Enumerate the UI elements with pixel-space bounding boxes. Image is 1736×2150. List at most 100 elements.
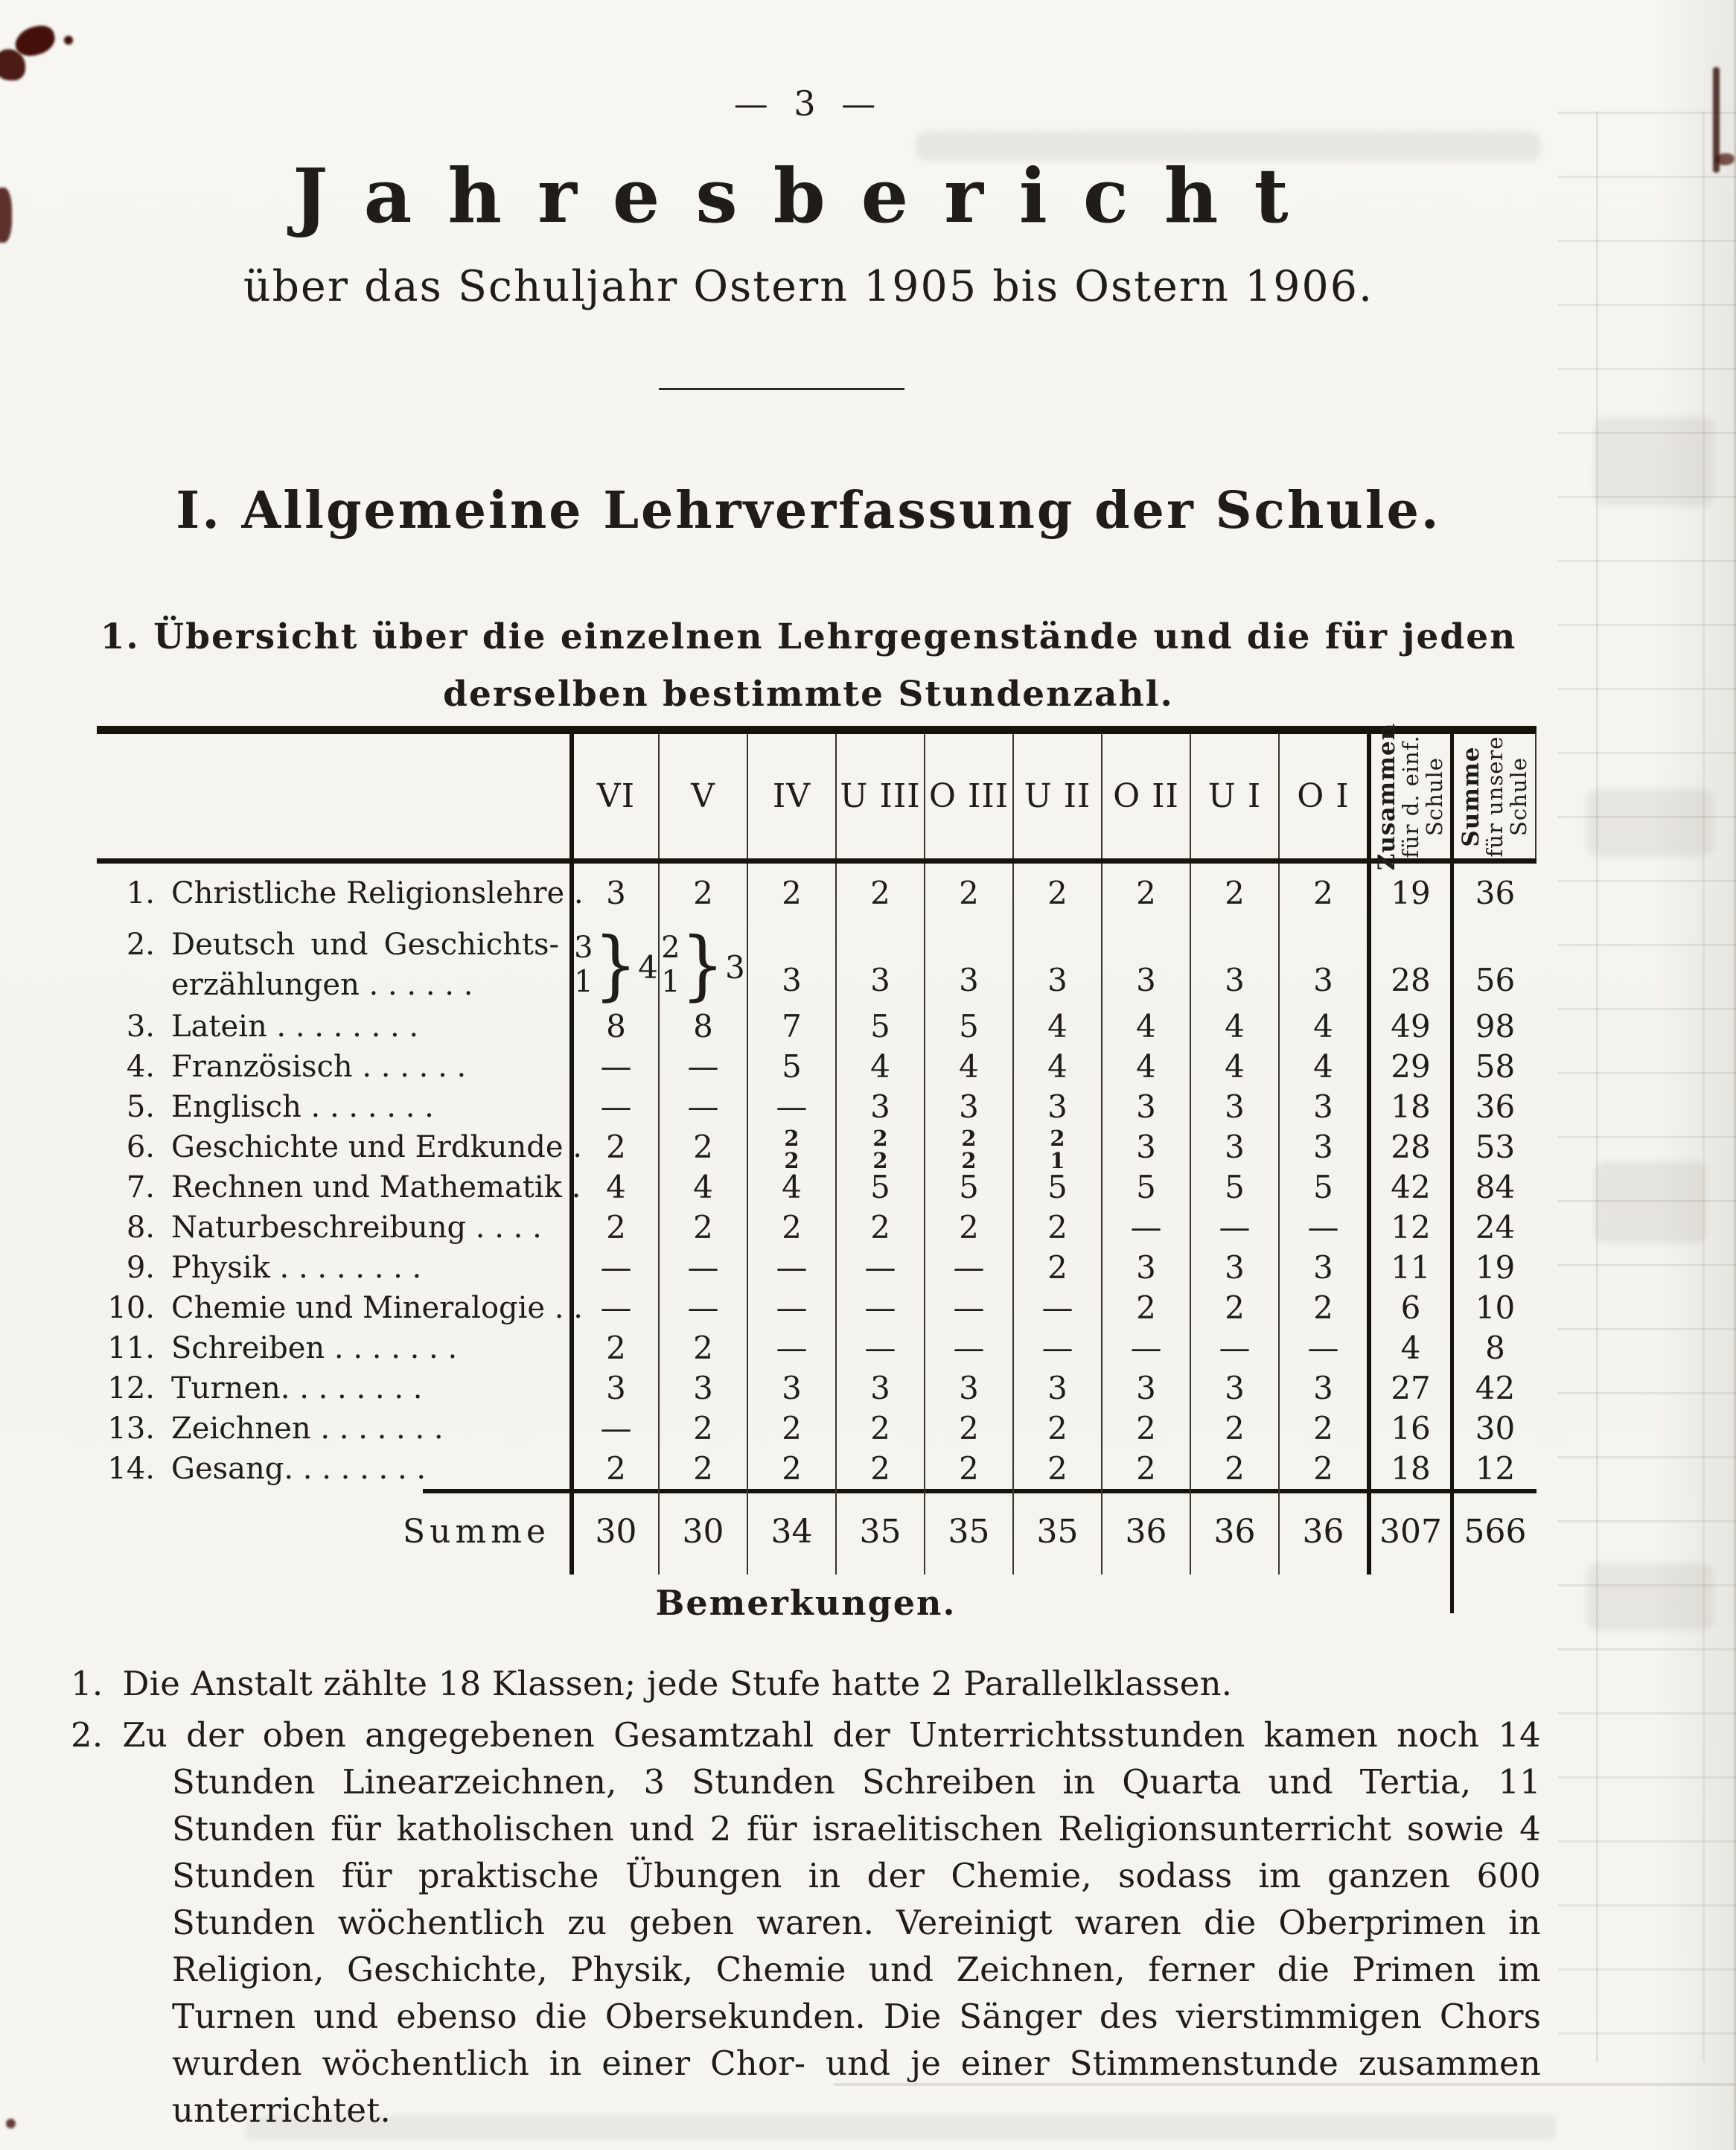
table-cell: 36 — [1450, 864, 1536, 923]
row-label: Rechnen und Mathematik . — [171, 1170, 581, 1205]
table-cell: 3 — [1278, 1127, 1367, 1172]
summe-column-rule-extension — [1450, 1575, 1454, 1613]
table-cell: 2 — [835, 1409, 924, 1449]
remark-text: Die Anstalt zählte 18 Klassen; jede Stuf… — [122, 1664, 1233, 1703]
remark-item: 2. Zu der oben angegebenen Gesamtzahl der… — [71, 1712, 1541, 2134]
table-cell: 3 — [924, 1368, 1012, 1409]
row-label: Gesang. . . . . . . . — [171, 1452, 427, 1486]
table-cell: — — [1012, 1328, 1101, 1368]
col-header-V: V — [658, 734, 747, 858]
table-cell: 2 — [658, 1127, 747, 1172]
remark-item: 1. Die Anstalt zählte 18 Klassen; jede St… — [71, 1660, 1541, 1707]
table-cell: 3 — [1101, 1127, 1190, 1172]
table-row: 8. Naturbeschreibung . . . . 2 2 2 2 2 2 … — [97, 1208, 1536, 1248]
table-cell: 24 — [1450, 1208, 1536, 1248]
remark-number: 1. — [71, 1664, 103, 1703]
row-number: 3. — [126, 1009, 155, 1044]
page-edge-line — [1734, 0, 1736, 2150]
row-label: Turnen. . . . . . . . — [171, 1371, 423, 1406]
table-cell: 10 — [1450, 1288, 1536, 1328]
table-cell: 5 — [835, 1007, 924, 1047]
table-cell: 56 — [1450, 923, 1536, 1007]
table-cell: 307 — [1367, 1489, 1450, 1575]
remark-text: Zu der oben angegebenen Gesamtzahl der U… — [122, 1715, 1541, 2130]
table-cell: 566 — [1450, 1489, 1536, 1575]
table-row: 14. Gesang. . . . . . . . 2 2 2 2 2 2 2 2… — [97, 1449, 1536, 1489]
scan-stain — [6, 2119, 16, 2128]
table-cell: 4 — [1190, 1007, 1278, 1047]
title-divider — [659, 388, 904, 390]
table-cell: 3 — [835, 1087, 924, 1127]
table-cell: — — [747, 1288, 835, 1328]
table-cell: — — [569, 1047, 658, 1087]
table-cell: 8 — [569, 1007, 658, 1047]
table-cell: 2 — [1278, 1409, 1367, 1449]
lesson-hours-table: VI V IV U III O III U II O II U I O I Zu… — [97, 722, 1536, 1634]
row-number: 12. — [107, 1371, 155, 1406]
table-cell: 3 — [1101, 923, 1190, 1007]
table-cell: — — [747, 1087, 835, 1127]
table-cell: 4 — [1190, 1047, 1278, 1087]
bleed-through-bottom-rule — [834, 2083, 1735, 2086]
table-cell: 3 — [1190, 1127, 1278, 1172]
scan-stain — [0, 49, 25, 80]
page-gutter-shadow — [1654, 0, 1736, 2150]
table-cell: 35 — [835, 1489, 924, 1575]
table-cell: 2 — [747, 864, 835, 923]
table-cell: — — [835, 1248, 924, 1288]
col-header-summe: Summe für unsere Schule — [1450, 734, 1536, 858]
table-cell: 6 — [1367, 1288, 1450, 1328]
brace-glyph: } — [680, 921, 725, 1009]
row-number: 10. — [107, 1291, 155, 1325]
table-cell: 2 — [1101, 1449, 1190, 1489]
table-row: 11. Schreiben . . . . . . . 2 2 — — — — —… — [97, 1328, 1536, 1368]
table-cell: — — [658, 1288, 747, 1328]
subject-label-cell: 7. Rechnen und Mathematik . — [97, 1167, 581, 1208]
table-cell: 2 — [835, 1449, 924, 1489]
table-cell: 3 — [835, 1368, 924, 1409]
table-cell: 2 — [658, 1449, 747, 1489]
table-cell: 5 — [1101, 1167, 1190, 1208]
table-cell: 3 — [1190, 1087, 1278, 1127]
table-row: 9. Physik . . . . . . . . — — — — — 2 3 3… — [97, 1248, 1536, 1288]
table-cell: 27 — [1367, 1368, 1450, 1409]
row-label: Chemie und Mineralogie . . — [171, 1291, 583, 1325]
col-header-IV: IV — [747, 734, 835, 858]
col-header-VI: VI — [569, 734, 658, 858]
col-header-UII: U II — [1012, 734, 1101, 858]
bleed-through-smudge — [1595, 1161, 1706, 1243]
remarks-section: Bemerkungen. 1. Die Anstalt zählte 18 Kla… — [71, 1583, 1541, 2134]
table-cell: — — [835, 1288, 924, 1328]
table-cell: 19 — [1367, 864, 1450, 923]
subject-label-cell: 10. Chemie und Mineralogie . . — [97, 1288, 583, 1328]
header-empty-cell — [97, 734, 569, 858]
row-number: 5. — [126, 1090, 155, 1124]
subject-label-cell: 9. Physik . . . . . . . . — [97, 1248, 569, 1288]
table-cell: — — [1101, 1328, 1190, 1368]
table-cell: 16 — [1367, 1409, 1450, 1449]
bleed-through-bottom-smudge — [246, 2116, 1556, 2140]
table-cell: 2 — [924, 864, 1012, 923]
table-cell: 3 — [1190, 1368, 1278, 1409]
table-cell: 36 — [1101, 1489, 1190, 1575]
table-cell: 5 — [924, 1167, 1012, 1208]
table-cell: 42 — [1367, 1167, 1450, 1208]
table-cell: 2 — [1190, 1449, 1278, 1489]
table-cell: 3 — [747, 923, 835, 1007]
col-header-UIII: U III — [835, 734, 924, 858]
table-cell: 7 — [747, 1007, 835, 1047]
row-number: 2. — [126, 928, 155, 962]
table-cell: 2 — [569, 1127, 658, 1172]
subject-label-cell: 11. Schreiben . . . . . . . — [97, 1328, 569, 1368]
table-cell: 5 — [1278, 1167, 1367, 1208]
table-cell: 36 — [1190, 1489, 1278, 1575]
table-cell: 4 — [1101, 1047, 1190, 1087]
table-cell: 4 — [747, 1167, 835, 1208]
subject-label-cell: 5. Englisch . . . . . . . — [97, 1087, 569, 1127]
table-cell: 30 — [1450, 1409, 1536, 1449]
row-number: 6. — [126, 1130, 155, 1164]
table-cell: 2 — [658, 1328, 747, 1368]
